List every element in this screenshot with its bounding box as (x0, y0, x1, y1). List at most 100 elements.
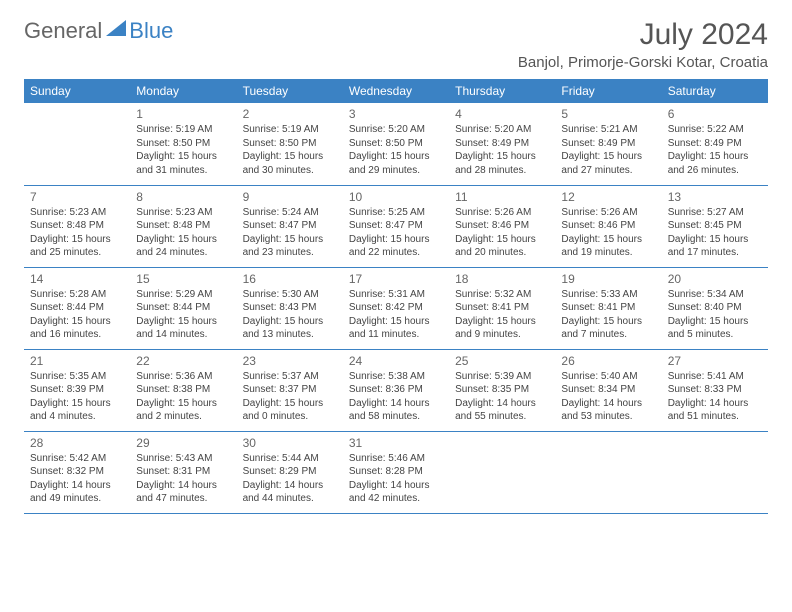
sunset-line: Sunset: 8:45 PM (668, 219, 762, 233)
sunrise-line: Sunrise: 5:19 AM (136, 123, 230, 137)
day-header: Wednesday (343, 79, 449, 103)
sunrise-line: Sunrise: 5:35 AM (30, 370, 124, 384)
day-number: 24 (349, 353, 443, 369)
calendar-cell: 6Sunrise: 5:22 AMSunset: 8:49 PMDaylight… (662, 103, 768, 185)
daylight-line: Daylight: 15 hours and 13 minutes. (243, 315, 337, 342)
sunset-line: Sunset: 8:44 PM (136, 301, 230, 315)
calendar-cell: 17Sunrise: 5:31 AMSunset: 8:42 PMDayligh… (343, 267, 449, 349)
sunrise-line: Sunrise: 5:19 AM (243, 123, 337, 137)
day-number: 5 (561, 106, 655, 122)
calendar-cell: 11Sunrise: 5:26 AMSunset: 8:46 PMDayligh… (449, 185, 555, 267)
day-number: 3 (349, 106, 443, 122)
sunset-line: Sunset: 8:29 PM (243, 465, 337, 479)
day-number: 28 (30, 435, 124, 451)
header: General Blue July 2024 Banjol, Primorje-… (24, 18, 768, 71)
day-number: 9 (243, 189, 337, 205)
sunset-line: Sunset: 8:40 PM (668, 301, 762, 315)
sunset-line: Sunset: 8:31 PM (136, 465, 230, 479)
day-number: 25 (455, 353, 549, 369)
day-header: Friday (555, 79, 661, 103)
daylight-line: Daylight: 15 hours and 31 minutes. (136, 150, 230, 177)
calendar-cell: 24Sunrise: 5:38 AMSunset: 8:36 PMDayligh… (343, 349, 449, 431)
sunset-line: Sunset: 8:47 PM (243, 219, 337, 233)
daylight-line: Daylight: 15 hours and 17 minutes. (668, 233, 762, 260)
day-number: 10 (349, 189, 443, 205)
calendar-cell: 28Sunrise: 5:42 AMSunset: 8:32 PMDayligh… (24, 431, 130, 513)
day-number: 29 (136, 435, 230, 451)
daylight-line: Daylight: 15 hours and 29 minutes. (349, 150, 443, 177)
day-number: 31 (349, 435, 443, 451)
calendar-cell (662, 431, 768, 513)
sunrise-line: Sunrise: 5:30 AM (243, 288, 337, 302)
calendar-cell: 8Sunrise: 5:23 AMSunset: 8:48 PMDaylight… (130, 185, 236, 267)
calendar-cell: 9Sunrise: 5:24 AMSunset: 8:47 PMDaylight… (237, 185, 343, 267)
sunset-line: Sunset: 8:28 PM (349, 465, 443, 479)
sunrise-line: Sunrise: 5:23 AM (136, 206, 230, 220)
sunset-line: Sunset: 8:36 PM (349, 383, 443, 397)
day-number: 1 (136, 106, 230, 122)
calendar-row: 21Sunrise: 5:35 AMSunset: 8:39 PMDayligh… (24, 349, 768, 431)
sunset-line: Sunset: 8:32 PM (30, 465, 124, 479)
sunset-line: Sunset: 8:35 PM (455, 383, 549, 397)
daylight-line: Daylight: 14 hours and 53 minutes. (561, 397, 655, 424)
daylight-line: Daylight: 15 hours and 20 minutes. (455, 233, 549, 260)
logo-text-blue: Blue (129, 18, 173, 44)
sunrise-line: Sunrise: 5:38 AM (349, 370, 443, 384)
month-year: July 2024 (518, 18, 768, 52)
daylight-line: Daylight: 14 hours and 44 minutes. (243, 479, 337, 506)
sunset-line: Sunset: 8:47 PM (349, 219, 443, 233)
daylight-line: Daylight: 15 hours and 27 minutes. (561, 150, 655, 177)
daylight-line: Daylight: 15 hours and 24 minutes. (136, 233, 230, 260)
daylight-line: Daylight: 14 hours and 42 minutes. (349, 479, 443, 506)
daylight-line: Daylight: 14 hours and 55 minutes. (455, 397, 549, 424)
calendar-cell: 21Sunrise: 5:35 AMSunset: 8:39 PMDayligh… (24, 349, 130, 431)
calendar-cell: 1Sunrise: 5:19 AMSunset: 8:50 PMDaylight… (130, 103, 236, 185)
day-number: 11 (455, 189, 549, 205)
day-number: 27 (668, 353, 762, 369)
sunrise-line: Sunrise: 5:22 AM (668, 123, 762, 137)
daylight-line: Daylight: 15 hours and 7 minutes. (561, 315, 655, 342)
daylight-line: Daylight: 15 hours and 30 minutes. (243, 150, 337, 177)
sunrise-line: Sunrise: 5:39 AM (455, 370, 549, 384)
sunrise-line: Sunrise: 5:20 AM (349, 123, 443, 137)
sunrise-line: Sunrise: 5:36 AM (136, 370, 230, 384)
calendar-row: 7Sunrise: 5:23 AMSunset: 8:48 PMDaylight… (24, 185, 768, 267)
sunrise-line: Sunrise: 5:23 AM (30, 206, 124, 220)
day-number: 19 (561, 271, 655, 287)
calendar-cell: 3Sunrise: 5:20 AMSunset: 8:50 PMDaylight… (343, 103, 449, 185)
sunset-line: Sunset: 8:48 PM (30, 219, 124, 233)
sunset-line: Sunset: 8:49 PM (668, 137, 762, 151)
daylight-line: Daylight: 15 hours and 14 minutes. (136, 315, 230, 342)
daylight-line: Daylight: 15 hours and 26 minutes. (668, 150, 762, 177)
calendar-cell: 10Sunrise: 5:25 AMSunset: 8:47 PMDayligh… (343, 185, 449, 267)
calendar-cell: 29Sunrise: 5:43 AMSunset: 8:31 PMDayligh… (130, 431, 236, 513)
calendar-cell (555, 431, 661, 513)
calendar-cell: 27Sunrise: 5:41 AMSunset: 8:33 PMDayligh… (662, 349, 768, 431)
sunset-line: Sunset: 8:50 PM (243, 137, 337, 151)
day-number: 26 (561, 353, 655, 369)
sunset-line: Sunset: 8:39 PM (30, 383, 124, 397)
sunrise-line: Sunrise: 5:27 AM (668, 206, 762, 220)
day-header: Thursday (449, 79, 555, 103)
location: Banjol, Primorje-Gorski Kotar, Croatia (518, 54, 768, 71)
sunrise-line: Sunrise: 5:25 AM (349, 206, 443, 220)
daylight-line: Daylight: 15 hours and 25 minutes. (30, 233, 124, 260)
daylight-line: Daylight: 15 hours and 9 minutes. (455, 315, 549, 342)
day-number: 22 (136, 353, 230, 369)
calendar-cell: 20Sunrise: 5:34 AMSunset: 8:40 PMDayligh… (662, 267, 768, 349)
daylight-line: Daylight: 14 hours and 51 minutes. (668, 397, 762, 424)
sunrise-line: Sunrise: 5:40 AM (561, 370, 655, 384)
sunrise-line: Sunrise: 5:21 AM (561, 123, 655, 137)
logo-text-general: General (24, 18, 102, 44)
calendar-cell: 31Sunrise: 5:46 AMSunset: 8:28 PMDayligh… (343, 431, 449, 513)
sunset-line: Sunset: 8:49 PM (561, 137, 655, 151)
day-number: 30 (243, 435, 337, 451)
sunset-line: Sunset: 8:44 PM (30, 301, 124, 315)
day-header: Tuesday (237, 79, 343, 103)
calendar-cell (449, 431, 555, 513)
sunset-line: Sunset: 8:38 PM (136, 383, 230, 397)
day-header-row: SundayMondayTuesdayWednesdayThursdayFrid… (24, 79, 768, 103)
sunrise-line: Sunrise: 5:26 AM (455, 206, 549, 220)
calendar-cell (24, 103, 130, 185)
sunset-line: Sunset: 8:34 PM (561, 383, 655, 397)
